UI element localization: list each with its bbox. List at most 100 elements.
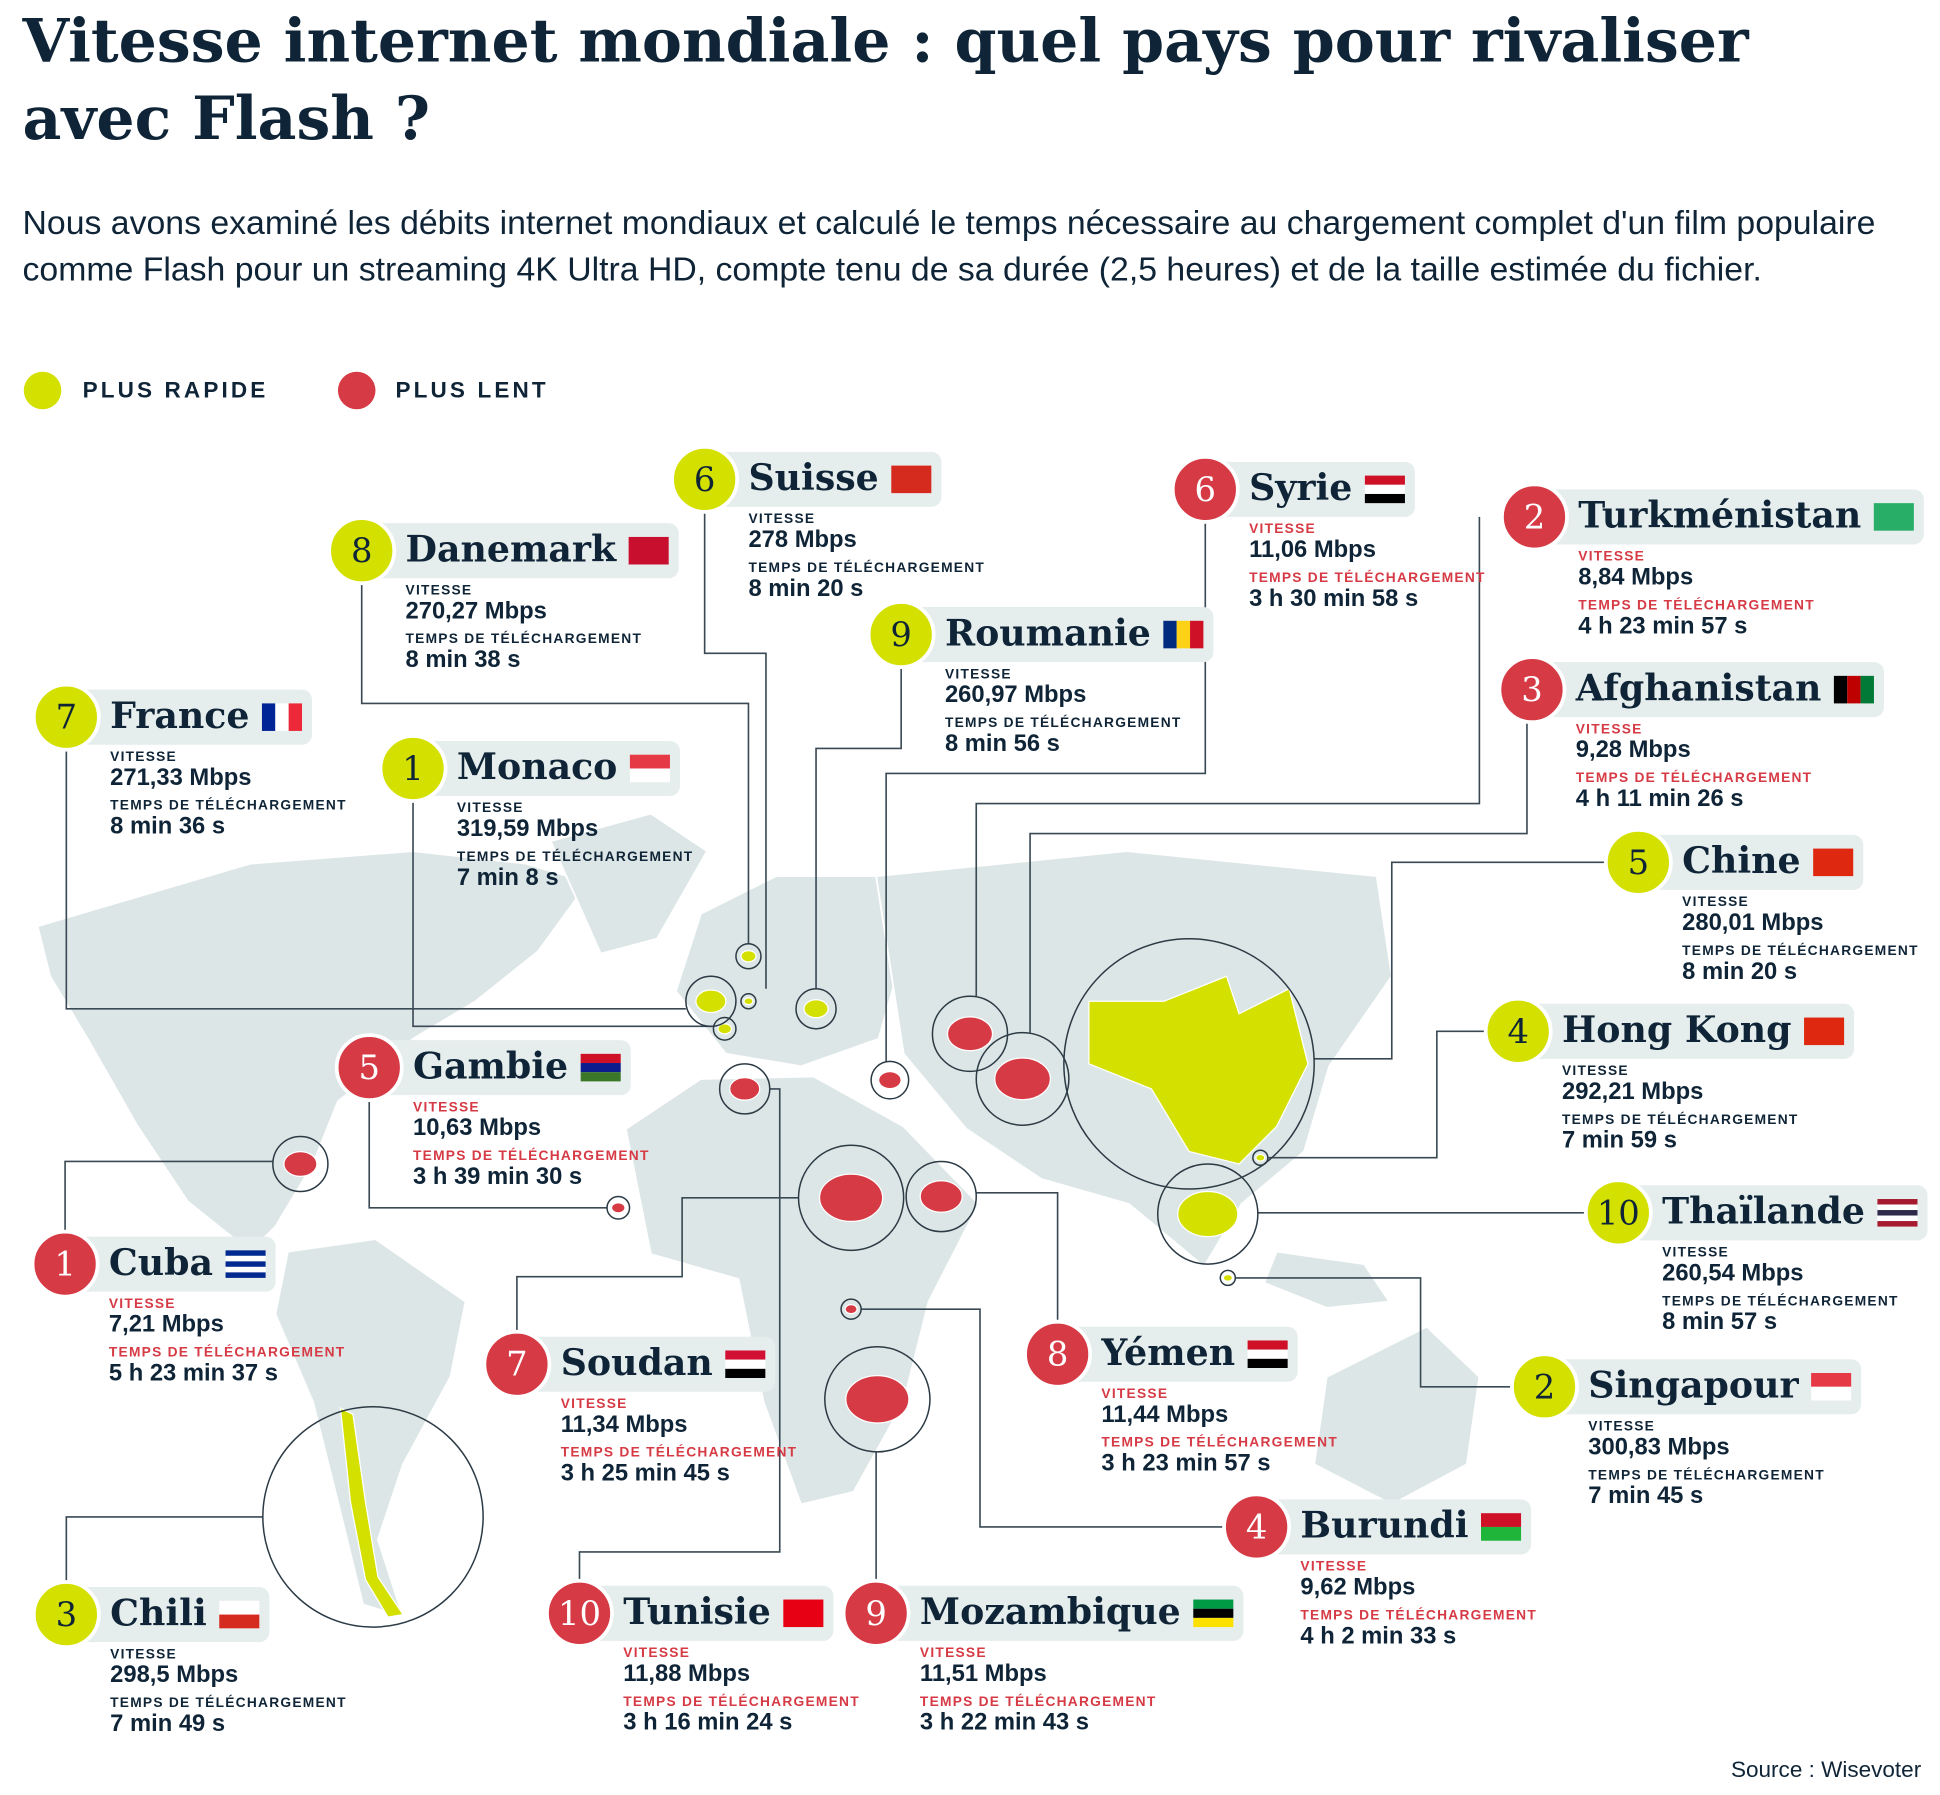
country-shape	[717, 1023, 733, 1035]
country-name: Turkménistan	[1578, 494, 1861, 537]
leader-line	[1314, 861, 1606, 1060]
time: 3 h 39 min 30 s	[413, 1163, 582, 1190]
rank-badge	[1603, 827, 1673, 897]
country-name: Afghanistan	[1575, 666, 1822, 709]
zoom-bubble	[606, 1195, 631, 1220]
speed-label: VITESSE	[1101, 1386, 1168, 1401]
flag	[1364, 493, 1405, 504]
rank: 3	[1521, 670, 1542, 709]
name-pill	[65, 1236, 276, 1292]
leader-line	[360, 583, 750, 944]
speed: 271,33 Mbps	[110, 764, 251, 791]
name-pill	[704, 451, 942, 507]
rank-badge	[327, 516, 397, 586]
country-shape	[1088, 975, 1309, 1165]
country-name: Gambie	[413, 1044, 568, 1087]
time: 3 h 25 min 45 s	[561, 1460, 730, 1487]
flag	[580, 1053, 621, 1064]
time-label: TEMPS DE TÉLÉCHARGEMENT	[457, 848, 694, 864]
zoom-bubble	[735, 942, 762, 970]
name-pill	[413, 740, 680, 797]
leader-line	[1235, 1277, 1512, 1388]
rank: 3	[56, 1595, 77, 1634]
flag	[783, 1599, 824, 1628]
rank: 4	[1246, 1507, 1268, 1546]
time: 4 h 23 min 57 s	[1578, 612, 1747, 639]
time: 3 h 23 min 57 s	[1101, 1450, 1270, 1477]
flag	[629, 754, 670, 769]
time-label: TEMPS DE TÉLÉCHARGEMENT	[623, 1693, 860, 1709]
flag	[1247, 1340, 1288, 1350]
country-shape	[1255, 1153, 1266, 1162]
time-label: TEMPS DE TÉLÉCHARGEMENT	[1578, 596, 1815, 612]
speed-label: VITESSE	[457, 800, 524, 815]
rank: 5	[1628, 843, 1649, 882]
speed-label: VITESSE	[1588, 1418, 1655, 1433]
flag	[1190, 620, 1204, 649]
country-shape	[740, 949, 757, 963]
flag	[1877, 1204, 1918, 1211]
time: 8 min 20 s	[1682, 958, 1797, 985]
legend-label: PLUS LENT	[396, 378, 549, 403]
zoom-bubble	[712, 1016, 737, 1041]
speed: 11,44 Mbps	[1101, 1401, 1228, 1428]
time-label: TEMPS DE TÉLÉCHARGEMENT	[1300, 1606, 1537, 1622]
speed: 7,21 Mbps	[109, 1311, 224, 1338]
name-pill	[579, 1585, 834, 1641]
country-name: Danemark	[406, 527, 617, 570]
rank: 2	[1534, 1367, 1556, 1406]
flag	[1364, 484, 1405, 494]
leader-line	[975, 516, 1481, 997]
name-pill	[1544, 1359, 1862, 1415]
country-shape	[946, 1016, 994, 1052]
time: 4 h 11 min 26 s	[1576, 785, 1744, 812]
rank-badge	[841, 1578, 911, 1648]
rank: 7	[56, 698, 77, 737]
speed-label: VITESSE	[413, 1099, 480, 1114]
rank-badge	[1023, 1319, 1093, 1389]
country-shape	[743, 997, 754, 1006]
speed: 11,88 Mbps	[623, 1660, 750, 1687]
rank: 5	[358, 1048, 380, 1087]
flag	[1833, 675, 1848, 704]
legend-label: PLUS RAPIDE	[83, 378, 269, 403]
rank: 10	[558, 1594, 601, 1633]
leader-line	[815, 667, 902, 989]
rank: 1	[54, 1245, 76, 1284]
time-label: TEMPS DE TÉLÉCHARGEMENT	[561, 1444, 798, 1460]
leader-line	[412, 801, 714, 1028]
rank-badge	[378, 734, 448, 803]
speed: 280,01 Mbps	[1682, 909, 1823, 936]
time-label: TEMPS DE TÉLÉCHARGEMENT	[1576, 769, 1813, 785]
flag	[1193, 1617, 1234, 1628]
country-shape	[1222, 1273, 1233, 1282]
flag	[1813, 848, 1854, 877]
rank: 7	[506, 1345, 528, 1384]
country-shape	[695, 989, 727, 1014]
rank: 9	[865, 1594, 887, 1633]
speed-label: VITESSE	[1682, 894, 1749, 909]
flag	[1873, 503, 1914, 531]
time: 8 min 56 s	[945, 730, 1060, 757]
time-label: TEMPS DE TÉLÉCHARGEMENT	[1682, 942, 1919, 958]
leader-line	[64, 1160, 273, 1232]
speed: 10,63 Mbps	[413, 1114, 541, 1141]
zoom-bubble	[1063, 937, 1315, 1190]
name-pill	[369, 1040, 631, 1096]
speed: 260,97 Mbps	[945, 681, 1086, 708]
country-name: Hong Kong	[1562, 1008, 1792, 1051]
rank: 6	[694, 460, 716, 499]
zoom-bubble	[1156, 1163, 1259, 1265]
country-name: Cuba	[109, 1241, 213, 1284]
country-shape	[283, 1150, 318, 1178]
country-name: Singapour	[1588, 1364, 1799, 1407]
